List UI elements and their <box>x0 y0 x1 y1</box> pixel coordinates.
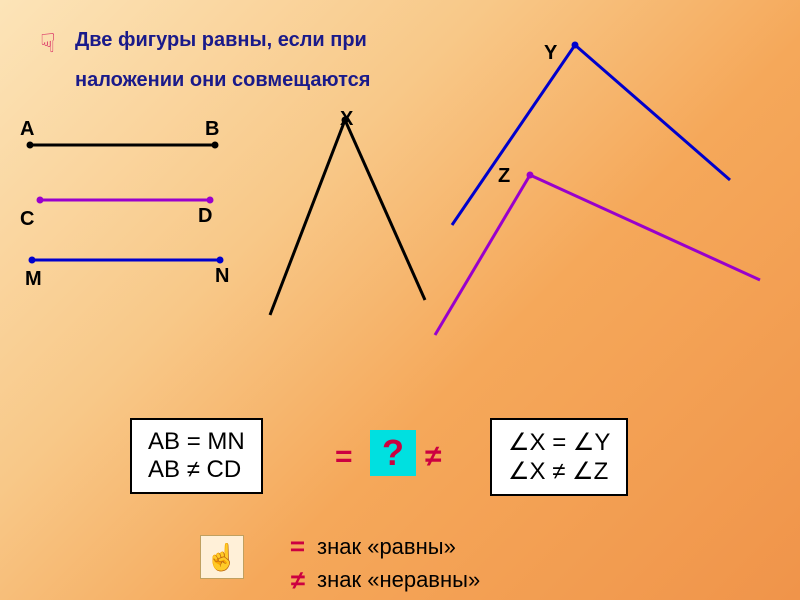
legend-eq-text: знак «равны» <box>317 533 456 562</box>
legend: = знак «равны» ≠ знак «неравны» <box>255 530 480 598</box>
eq-left-1a: AB <box>148 428 180 455</box>
label-Y: Y <box>544 42 557 65</box>
equation-box-right: ∠X = ∠Y ∠X ≠ ∠Z <box>490 418 628 496</box>
label-X: X <box>340 108 353 131</box>
eq-right-2op: ≠ <box>552 458 565 485</box>
label-A: A <box>20 118 34 141</box>
eq-right-1a: ∠X <box>508 429 546 456</box>
legend-eq-symbol: = <box>255 530 305 564</box>
center-question: ? <box>370 430 416 476</box>
label-N: N <box>215 265 229 288</box>
label-C: C <box>20 208 34 231</box>
label-B: B <box>205 118 219 141</box>
eq-left-2op: ≠ <box>187 456 200 483</box>
eq-right-1op: = <box>552 429 566 456</box>
eq-left-2a: AB <box>148 456 180 483</box>
label-D: D <box>198 205 212 228</box>
hand-up-icon: ☝ <box>200 535 244 579</box>
center-not-equals: ≠ <box>425 440 441 474</box>
label-Z: Z <box>498 165 510 188</box>
center-equals: = <box>335 440 353 474</box>
label-M: M <box>25 268 42 291</box>
equation-box-left: AB = MN AB ≠ CD <box>130 418 263 494</box>
legend-neq-text: знак «неравны» <box>317 566 480 595</box>
eq-right-1b: ∠Y <box>573 429 611 456</box>
legend-neq-symbol: ≠ <box>255 564 305 598</box>
eq-left-1b: MN <box>207 428 244 455</box>
eq-left-2b: CD <box>207 456 242 483</box>
eq-right-2b: ∠Z <box>572 458 608 485</box>
diagram-canvas <box>0 0 800 600</box>
eq-left-1op: = <box>187 428 201 455</box>
eq-right-2a: ∠X <box>508 458 546 485</box>
